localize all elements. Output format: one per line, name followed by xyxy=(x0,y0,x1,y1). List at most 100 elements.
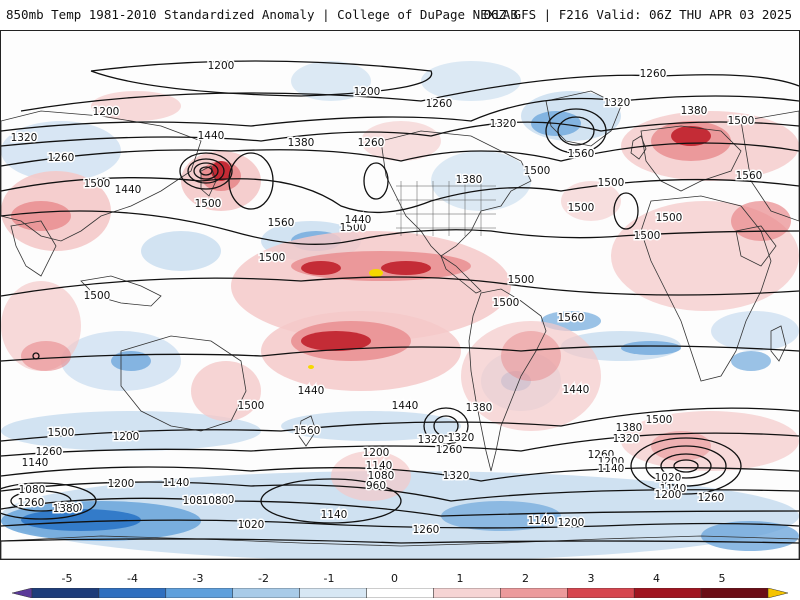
contour-label: 1500 xyxy=(598,177,625,189)
coastline xyxy=(545,90,622,147)
contour-closed xyxy=(193,162,219,180)
contour-label: 1440 xyxy=(563,384,590,396)
coastline xyxy=(630,135,647,160)
contour-closed xyxy=(630,437,742,495)
contour-label: 1380 xyxy=(681,105,708,117)
colorbar-min-arrow xyxy=(12,588,33,598)
contour-label: 1320 xyxy=(604,97,631,109)
anomaly-region xyxy=(301,331,371,351)
contour-label: 1500 xyxy=(48,427,75,439)
coastline xyxy=(440,254,482,294)
model-valid-time: 06Z GFS | F216 Valid: 06Z THU APR 03 202… xyxy=(483,7,792,22)
anomaly-region xyxy=(731,351,771,371)
colorbar-segment xyxy=(98,588,167,598)
contour-line xyxy=(1,432,799,457)
anomaly-region xyxy=(281,411,461,441)
contour-label: 1260 xyxy=(698,492,725,504)
contour-label: 1020 xyxy=(238,519,265,531)
contour-label: 1500 xyxy=(508,274,535,286)
coastline xyxy=(380,130,532,257)
contour-label: 1560 xyxy=(294,425,321,437)
contour-label: 1140 xyxy=(598,463,625,475)
anomaly-region xyxy=(421,61,521,101)
contour-closed xyxy=(32,352,40,360)
contour-label: 1140 xyxy=(22,457,49,469)
contour-label: 1320 xyxy=(443,470,470,482)
anomaly-region xyxy=(561,181,621,221)
colorbar-tick-label: 4 xyxy=(653,572,660,585)
colorbar-tick-label: 3 xyxy=(587,572,595,585)
contour-label: 960 xyxy=(366,480,386,492)
contour-label: 1500 xyxy=(524,165,551,177)
contour-line xyxy=(1,210,799,245)
contour-label: 1260 xyxy=(413,524,440,536)
anomaly-region xyxy=(441,501,561,531)
colorbar-tick-label: 5 xyxy=(718,572,726,585)
contour-label: 1080 xyxy=(202,495,229,507)
map-canvas: 1200 1200 1260 1320 1380 1200 1260 1320 1260 1260… xyxy=(1,59,799,559)
contour-closed xyxy=(660,453,712,479)
anomaly-region xyxy=(1,471,799,559)
contour-label: 1260 xyxy=(18,497,45,509)
contour-line xyxy=(90,60,433,97)
contour-closed xyxy=(545,108,607,154)
anomaly-region xyxy=(191,361,261,421)
contour-label: 1320 xyxy=(448,432,475,444)
colorbar-legend: -5 -4 -3 -2 -1 0 1 2 3 4 5 xyxy=(12,572,788,600)
colorbar-tick-label: 0 xyxy=(391,572,398,585)
colorbar-max-arrow xyxy=(767,588,788,598)
contour-label: 1440 xyxy=(392,400,419,412)
colorbar-segment xyxy=(299,588,367,598)
anomaly-region xyxy=(11,201,71,231)
contour-label: 1200 xyxy=(354,86,381,98)
contour-label: 1440 xyxy=(198,130,225,142)
contour-line xyxy=(1,177,799,214)
contour-label: 1500 xyxy=(568,202,595,214)
contour-label: 1440 xyxy=(298,385,325,397)
contour-closed xyxy=(199,166,213,176)
contour-closed xyxy=(557,116,595,146)
contour-closed xyxy=(1,482,97,520)
contour-line xyxy=(1,276,799,297)
colorbar-tick-labels: -5 -4 -3 -2 -1 0 1 2 3 4 5 xyxy=(12,572,788,586)
contour-label: 1500 xyxy=(646,414,673,426)
contour-label: 1200 xyxy=(655,489,682,501)
colorbar-tick-label: -1 xyxy=(323,572,335,585)
anomaly-region xyxy=(21,509,141,531)
contour-label: 1500 xyxy=(656,212,683,224)
contour-label: 1200 xyxy=(208,60,235,72)
colorbar-segment xyxy=(366,588,434,598)
coastline xyxy=(640,125,742,192)
contour-label: 1020 xyxy=(208,494,235,506)
extreme-anomaly-spot xyxy=(308,365,314,369)
contour-closed xyxy=(10,490,72,512)
contour-label: 1380 xyxy=(53,503,80,515)
colorbar-tick-label: -4 xyxy=(127,572,138,585)
contour-label: 1140 xyxy=(366,460,393,472)
colorbar-segment xyxy=(500,588,568,598)
contour-label: 1500 xyxy=(259,252,286,264)
contour-label: 1320 xyxy=(613,433,640,445)
anomaly-region xyxy=(331,451,411,501)
colorbar-tick-label: -2 xyxy=(258,572,269,585)
anomaly-region xyxy=(621,341,681,355)
contour-label: 1500 xyxy=(84,290,111,302)
contour-closed xyxy=(433,415,459,437)
contour-line xyxy=(20,74,799,112)
contour-label: 1020 xyxy=(655,472,682,484)
anomaly-region xyxy=(731,201,791,241)
contour-label: 1140 xyxy=(163,477,190,489)
contour-label: 1140 xyxy=(528,515,555,527)
contour-label: 1560 xyxy=(568,148,595,160)
contour-label: 1080 xyxy=(183,495,210,507)
contour-label: 1080 xyxy=(19,484,46,496)
contour-closed xyxy=(260,478,402,524)
contour-label: 1500 xyxy=(340,222,367,234)
colorbar-scale xyxy=(12,588,788,598)
coastline xyxy=(120,335,247,432)
contour-label: 1320 xyxy=(11,132,38,144)
anomaly-region xyxy=(711,311,799,351)
contour-line xyxy=(1,142,799,167)
contour-label: 1260 xyxy=(36,446,63,458)
colorbar-tick-label: -3 xyxy=(192,572,204,585)
